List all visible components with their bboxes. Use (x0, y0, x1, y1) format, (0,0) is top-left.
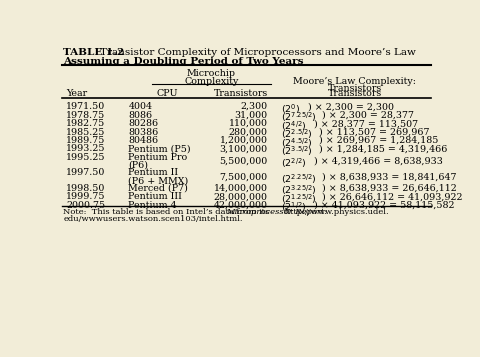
Text: $(2^{4/2})$: $(2^{4/2})$ (280, 119, 306, 133)
Text: 1971.50: 1971.50 (66, 102, 105, 111)
Text: Transistors: Transistors (327, 84, 381, 94)
Text: 1997.50: 1997.50 (66, 169, 106, 177)
Text: Pentium Pro: Pentium Pro (128, 153, 187, 162)
Text: Complexity: Complexity (184, 77, 238, 86)
Text: ) × 113,507 = 269,967: ) × 113,507 = 269,967 (316, 127, 429, 136)
Text: 1993.25: 1993.25 (66, 145, 106, 154)
Text: ) × 28,377 = 113,507: ) × 28,377 = 113,507 (310, 119, 417, 128)
Text: $(2^{3.5/2})$: $(2^{3.5/2})$ (280, 145, 312, 158)
Text: Transistors: Transistors (327, 89, 381, 98)
Text: 2,300: 2,300 (240, 102, 267, 111)
Text: Pentium (P5): Pentium (P5) (128, 145, 191, 154)
Text: 31,000: 31,000 (234, 111, 267, 120)
Text: 1,200,000: 1,200,000 (219, 136, 267, 145)
Text: 280,000: 280,000 (228, 127, 267, 136)
Text: $(2^{3.25/2})$: $(2^{3.25/2})$ (280, 184, 316, 197)
Text: CPU: CPU (156, 89, 178, 98)
Text: Microchip: Microchip (186, 69, 235, 78)
Text: 4004: 4004 (128, 102, 152, 111)
Text: 8086: 8086 (128, 111, 152, 120)
Text: $(2^{1/2})$: $(2^{1/2})$ (280, 201, 306, 214)
Text: $(2^{2.25/2})$: $(2^{2.25/2})$ (280, 172, 316, 186)
Text: 80486: 80486 (128, 136, 158, 145)
Text: Moore’s Law Complexity:: Moore’s Law Complexity: (292, 77, 415, 86)
Text: edu/wwwusers.watson.scen103/intel.html.: edu/wwwusers.watson.scen103/intel.html. (63, 215, 242, 223)
Text: ) × 26,646,112 = 41,093,922: ) × 26,646,112 = 41,093,922 (318, 192, 461, 201)
Text: Year: Year (66, 89, 87, 98)
Text: ) × 4,319,466 = 8,638,933: ) × 4,319,466 = 8,638,933 (310, 157, 442, 166)
Text: ) × 2,300 = 28,377: ) × 2,300 = 28,377 (318, 111, 413, 120)
Text: 1982.75: 1982.75 (66, 119, 105, 128)
Text: $(2^{0})$: $(2^{0})$ (280, 102, 300, 116)
Text: TABLE 1.2: TABLE 1.2 (63, 48, 124, 57)
Text: 42,000,000: 42,000,000 (214, 201, 267, 210)
Text: 14,000,000: 14,000,000 (214, 184, 267, 193)
Text: $(2^{2.5/2})$: $(2^{2.5/2})$ (280, 127, 312, 141)
Text: $(2^{4.5/2})$: $(2^{4.5/2})$ (280, 136, 312, 150)
Text: 80286: 80286 (128, 119, 158, 128)
Text: Merced (P7): Merced (P7) (128, 184, 188, 193)
Text: ) × 8,638,933 = 26,646,112: ) × 8,638,933 = 26,646,112 (318, 184, 456, 193)
Text: Transistors: Transistors (213, 89, 267, 98)
Text: 110,000: 110,000 (228, 119, 267, 128)
Text: http://www.physics.udel.: http://www.physics.udel. (281, 208, 387, 216)
Text: $(2^{2/2})$: $(2^{2/2})$ (280, 157, 306, 170)
Text: 28,000,000: 28,000,000 (214, 192, 267, 201)
Text: 1995.25: 1995.25 (66, 153, 106, 162)
Text: (P6): (P6) (128, 161, 148, 170)
Text: Microprocessor Report:: Microprocessor Report: (226, 208, 326, 216)
Text: Assuming a Doubling Period of Two Years: Assuming a Doubling Period of Two Years (63, 57, 303, 66)
Text: 1998.50: 1998.50 (66, 184, 106, 193)
Text: 5,500,000: 5,500,000 (219, 157, 267, 166)
Text: $(2^{7.25/2})$: $(2^{7.25/2})$ (280, 111, 316, 124)
Text: 80386: 80386 (128, 127, 158, 136)
Text: Transistor Complexity of Microprocessors and Moore’s Law: Transistor Complexity of Microprocessors… (100, 48, 415, 57)
Text: 1985.25: 1985.25 (66, 127, 106, 136)
Text: Pentium II: Pentium II (128, 169, 178, 177)
Text: ) × 8,638,933 = 18,841,647: ) × 8,638,933 = 18,841,647 (318, 172, 456, 181)
Text: 1999.75: 1999.75 (66, 192, 106, 201)
Text: Note:  This table is based on Intel’s data from its: Note: This table is based on Intel’s dat… (63, 208, 272, 216)
Text: ) × 41,093,922 = 58,115,582: ) × 41,093,922 = 58,115,582 (310, 201, 454, 210)
Text: $(2^{1.25/2})$: $(2^{1.25/2})$ (280, 192, 316, 206)
Text: ) × 1,284,185 = 4,319,466: ) × 1,284,185 = 4,319,466 (316, 145, 447, 154)
Text: (P6 + MMX): (P6 + MMX) (128, 176, 188, 185)
Text: ) × 2,300 = 2,300: ) × 2,300 = 2,300 (305, 102, 394, 111)
Text: 1978.75: 1978.75 (66, 111, 105, 120)
Text: Pentium 4: Pentium 4 (128, 201, 177, 210)
Text: 7,500,000: 7,500,000 (219, 172, 267, 181)
Text: ) × 269,967 = 1,284,185: ) × 269,967 = 1,284,185 (316, 136, 438, 145)
Text: 1989.75: 1989.75 (66, 136, 106, 145)
Text: Pentium III: Pentium III (128, 192, 182, 201)
Text: 2000.75: 2000.75 (66, 201, 105, 210)
Text: 3,100,000: 3,100,000 (219, 145, 267, 154)
